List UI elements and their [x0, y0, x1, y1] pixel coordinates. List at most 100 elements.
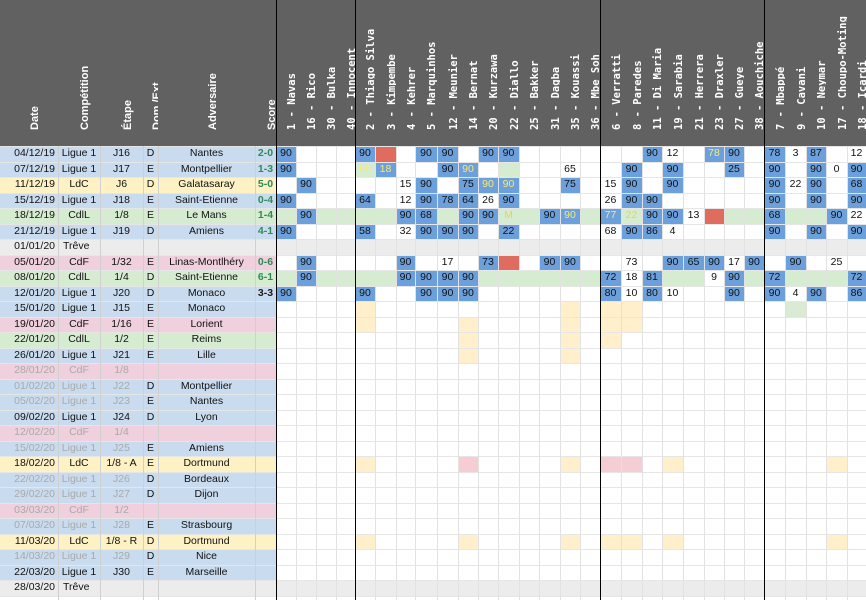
- col-competition-cell: Ligue 1: [58, 347, 100, 363]
- minutes-cell: [785, 301, 806, 317]
- col-divider: [437, 146, 438, 600]
- minutes-cell: [539, 363, 560, 379]
- minutes-cell: [276, 270, 296, 286]
- minutes-cell: [580, 285, 600, 301]
- col-divider: [826, 146, 827, 600]
- header-col-competition: Compétition: [58, 0, 100, 146]
- minutes-cell: [806, 394, 826, 410]
- minutes-cell: [276, 301, 296, 317]
- minutes-cell: [785, 363, 806, 379]
- minutes-cell: [826, 518, 847, 534]
- minutes-cell: [296, 332, 316, 348]
- col-stage-cell: J28: [100, 518, 143, 534]
- col-venue-cell: E: [143, 332, 158, 348]
- group-separator: [764, 0, 765, 600]
- col-date-cell: 11/12/19: [0, 177, 58, 193]
- row-divider: [0, 239, 866, 240]
- row-divider: [0, 177, 866, 178]
- minutes-cell: [704, 239, 724, 255]
- minutes-cell: [336, 378, 355, 394]
- table-row: 15/01/20 Ligue 1 J15 E Monaco: [0, 301, 866, 317]
- col-score-cell: [255, 425, 276, 441]
- minutes-cell: [806, 270, 826, 286]
- minutes-cell: [458, 254, 478, 270]
- col-opponent-cell: Lyon: [158, 409, 255, 425]
- minutes-cell: [396, 533, 415, 549]
- minutes-cell: [519, 177, 539, 193]
- table-row: 28/03/20 Trêve: [0, 580, 866, 596]
- header-player: 16 - Rico: [296, 0, 316, 146]
- minutes-cell: [683, 347, 704, 363]
- row-divider: [0, 456, 866, 457]
- minutes-cell: 80: [642, 285, 662, 301]
- col-divider: [539, 146, 540, 600]
- header-player: 27 - Gueye: [724, 0, 744, 146]
- minutes-cell: [355, 456, 375, 472]
- minutes-cell: [662, 502, 683, 518]
- minutes-cell: [806, 239, 826, 255]
- col-score-cell: [255, 394, 276, 410]
- minutes-cell: 75: [458, 177, 478, 193]
- minutes-cell: [336, 223, 355, 239]
- minutes-cell: [764, 378, 785, 394]
- minutes-cell: [642, 394, 662, 410]
- col-divider: [58, 146, 59, 600]
- minutes-cell: 12: [662, 146, 683, 162]
- row-divider: [0, 471, 866, 473]
- header-player: 38 - Aouchiche: [744, 0, 764, 146]
- minutes-cell: [580, 192, 600, 208]
- minutes-cell: [764, 254, 785, 270]
- minutes-cell: [621, 394, 642, 410]
- minutes-cell: [704, 549, 724, 565]
- minutes-cell: [764, 580, 785, 596]
- minutes-cell: [806, 378, 826, 394]
- col-date-cell: 22/03/20: [0, 564, 58, 580]
- minutes-cell: [458, 549, 478, 565]
- minutes-cell: [316, 363, 336, 379]
- minutes-cell: [375, 270, 396, 286]
- minutes-cell: [785, 378, 806, 394]
- minutes-cell: [683, 580, 704, 596]
- minutes-cell: [621, 409, 642, 425]
- minutes-cell: [539, 502, 560, 518]
- minutes-cell: [806, 363, 826, 379]
- header-player: 6 - Verratti: [600, 0, 622, 146]
- minutes-cell: 25: [826, 254, 847, 270]
- minutes-cell: [415, 161, 437, 177]
- col-competition-cell: LdC: [58, 533, 100, 549]
- minutes-cell: [806, 549, 826, 565]
- minutes-cell: [621, 518, 642, 534]
- minutes-cell: [621, 378, 642, 394]
- minutes-cell: [458, 301, 478, 317]
- col-divider: [415, 146, 416, 600]
- minutes-cell: [458, 378, 478, 394]
- minutes-cell: [276, 316, 296, 332]
- minutes-cell: [296, 161, 316, 177]
- minutes-cell: [642, 363, 662, 379]
- minutes-cell: [704, 564, 724, 580]
- col-divider: [642, 146, 643, 600]
- row-divider: [0, 192, 866, 194]
- group-separator: [355, 0, 356, 600]
- minutes-cell: [336, 270, 355, 286]
- col-opponent-cell: Bordeaux: [158, 471, 255, 487]
- col-score-cell: 0-4: [255, 192, 276, 208]
- minutes-cell: [806, 208, 826, 224]
- minutes-cell: 90: [396, 208, 415, 224]
- minutes-cell: [437, 440, 458, 456]
- minutes-cell: [621, 239, 642, 255]
- minutes-cell: 90: [498, 177, 519, 193]
- minutes-cell: [580, 487, 600, 503]
- minutes-cell: [785, 549, 806, 565]
- minutes-cell: [847, 378, 866, 394]
- col-opponent-cell: [158, 502, 255, 518]
- minutes-cell: [744, 394, 764, 410]
- minutes-cell: [560, 347, 580, 363]
- minutes-cell: [355, 332, 375, 348]
- minutes-cell: [560, 518, 580, 534]
- header-row: Date Compétition Étape Dom./Ext. Adversaire S…: [0, 0, 866, 146]
- minutes-cell: [316, 161, 336, 177]
- row-divider: [0, 595, 866, 597]
- minutes-cell: [826, 409, 847, 425]
- minutes-cell: [580, 533, 600, 549]
